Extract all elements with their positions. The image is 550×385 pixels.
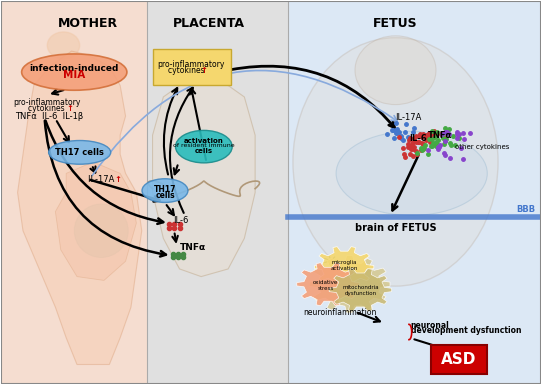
Text: TH17 cells: TH17 cells	[55, 148, 104, 157]
Polygon shape	[18, 51, 142, 365]
Text: cytokines: cytokines	[28, 104, 67, 113]
Ellipse shape	[355, 36, 436, 105]
FancyBboxPatch shape	[288, 2, 541, 383]
Polygon shape	[152, 78, 255, 276]
Polygon shape	[309, 256, 390, 313]
Text: cytokines: cytokines	[168, 66, 207, 75]
Polygon shape	[329, 268, 392, 311]
Text: cells: cells	[195, 148, 213, 154]
Text: BBB: BBB	[517, 204, 536, 214]
Text: neuroinflammation: neuroinflammation	[304, 308, 377, 317]
Text: ↑: ↑	[114, 175, 121, 184]
Polygon shape	[315, 247, 374, 288]
Text: TH17: TH17	[153, 185, 176, 194]
Polygon shape	[56, 162, 136, 280]
Text: pro-inflammatory: pro-inflammatory	[14, 98, 81, 107]
Text: infection-induced: infection-induced	[30, 64, 119, 73]
FancyBboxPatch shape	[431, 345, 487, 374]
Text: ↑: ↑	[66, 104, 73, 113]
Ellipse shape	[48, 141, 111, 164]
Text: ASD: ASD	[441, 352, 476, 367]
Text: IL-6: IL-6	[173, 216, 189, 224]
Text: development dysfunction: development dysfunction	[411, 326, 521, 335]
Text: of resident immune: of resident immune	[173, 143, 235, 148]
Text: IL-17A: IL-17A	[395, 113, 422, 122]
Ellipse shape	[74, 204, 128, 258]
Text: oxidative
stress: oxidative stress	[313, 280, 338, 291]
Text: cells: cells	[155, 191, 175, 200]
Polygon shape	[297, 263, 359, 306]
Text: TNFα  IL-6  IL-1β: TNFα IL-6 IL-1β	[15, 112, 83, 121]
Text: activation: activation	[184, 138, 224, 144]
Text: TNFα: TNFα	[179, 243, 206, 253]
Text: pro-inflammatory: pro-inflammatory	[158, 60, 225, 69]
Ellipse shape	[47, 32, 80, 59]
FancyBboxPatch shape	[2, 2, 147, 383]
Text: PLACENTA: PLACENTA	[173, 17, 245, 30]
Text: mitochondria
dysfunction: mitochondria dysfunction	[343, 285, 379, 296]
FancyBboxPatch shape	[152, 49, 231, 85]
Text: ↑: ↑	[201, 66, 208, 75]
Text: TNFα: TNFα	[428, 131, 452, 141]
Ellipse shape	[175, 131, 232, 163]
Text: FETUS: FETUS	[373, 17, 418, 30]
Ellipse shape	[21, 54, 127, 90]
Text: IL-17A: IL-17A	[88, 175, 117, 184]
Ellipse shape	[293, 38, 498, 286]
Text: other cytokines: other cytokines	[455, 144, 509, 150]
Ellipse shape	[336, 131, 487, 216]
Text: MIA: MIA	[63, 70, 85, 80]
Text: microglia
activation: microglia activation	[331, 261, 359, 271]
Text: brain of FETUS: brain of FETUS	[355, 223, 436, 233]
Text: IL-6: IL-6	[409, 134, 427, 144]
Text: neuronal: neuronal	[411, 321, 449, 330]
Text: MOTHER: MOTHER	[58, 17, 118, 30]
FancyBboxPatch shape	[147, 2, 288, 383]
Ellipse shape	[142, 179, 188, 203]
